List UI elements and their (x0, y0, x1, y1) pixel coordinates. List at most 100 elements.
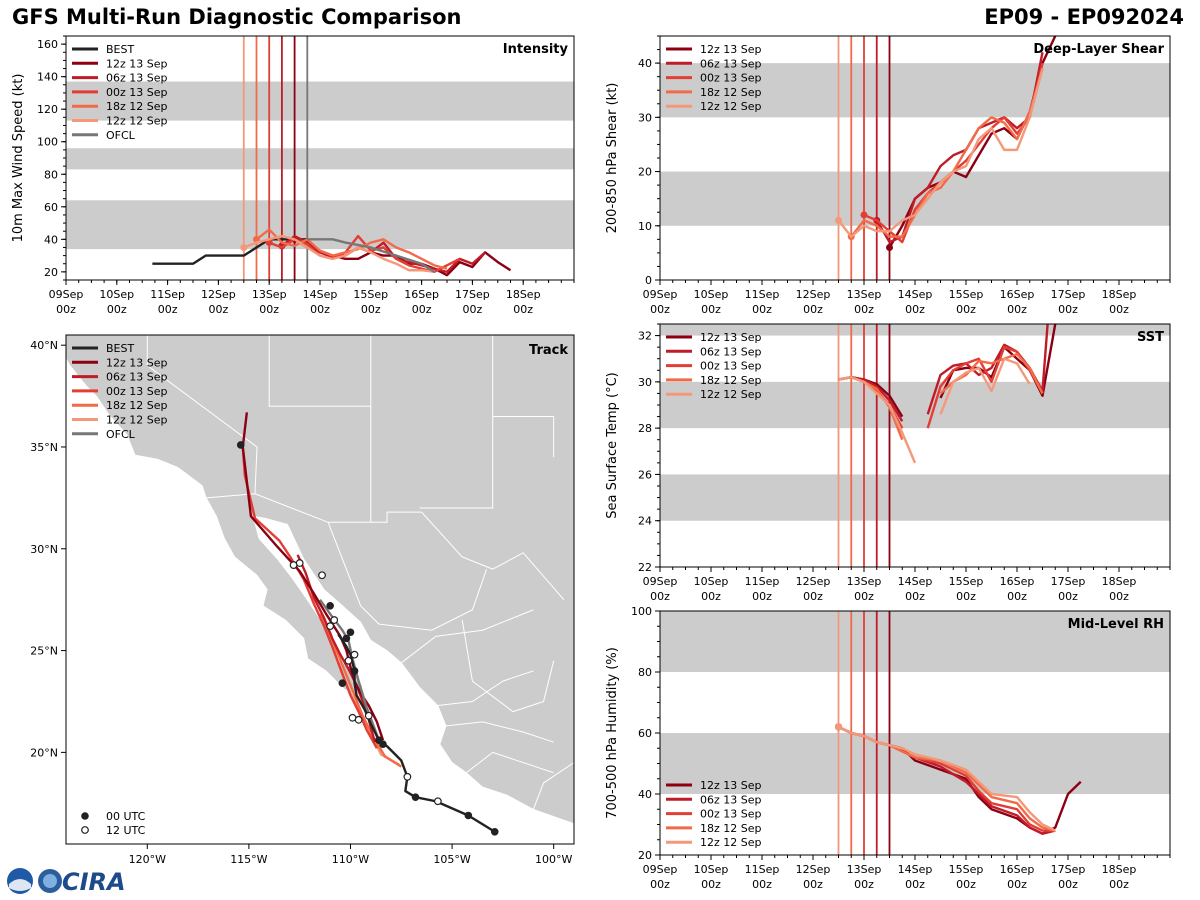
marker-00utc (464, 811, 473, 820)
marker-00utc (490, 827, 499, 836)
x-tick-label-hour: 00z (701, 303, 721, 316)
x-tick-label-day: 13Sep (252, 288, 287, 301)
border-line (378, 568, 488, 631)
border-line (492, 415, 555, 458)
panel-title: Deep-Layer Shear (1033, 42, 1164, 57)
chart-intensity: 20 40 60 80 100 120 140 160 09Sep 00z 10Sep 00z 11Se… (11, 35, 575, 316)
y-tick-label: 35°N (30, 441, 58, 454)
x-tick-label-hour: 00z (905, 878, 925, 891)
legend-marker-00utc (81, 812, 89, 820)
y-axis-label: 700-500 hPa Humidity (%) (605, 647, 620, 819)
y-tick-label: 40 (638, 788, 652, 801)
y-tick-label: 28 (638, 422, 652, 435)
series-line-06z-13-sep (875, 52, 1044, 244)
x-tick-label-day: 13Sep (847, 863, 882, 876)
panel-title: Intensity (503, 42, 569, 57)
series-group (835, 36, 1057, 251)
shaded-band (66, 200, 574, 250)
x-tick-label-day: 11Sep (745, 863, 780, 876)
y-tick-label: 30 (638, 111, 652, 124)
x-tick-label-hour: 00z (107, 303, 127, 316)
x-tick-label-day: 15Sep (949, 288, 984, 301)
y-tick-label: 20 (44, 266, 58, 279)
x-tick-label-day: 14Sep (303, 288, 338, 301)
x-tick-label-day: 13Sep (847, 288, 882, 301)
border-line (400, 609, 534, 664)
page-title: GFS Multi-Run Diagnostic Comparison (12, 5, 462, 29)
x-tick-label-day: 09Sep (643, 575, 678, 588)
shaded-band (660, 733, 1170, 794)
x-tick-label-hour: 00z (803, 303, 823, 316)
x-tick-label-hour: 00z (650, 590, 670, 603)
series-line-12z-12-sep (838, 376, 917, 464)
marker-00utc (236, 441, 245, 449)
marker-12utc (348, 713, 357, 722)
border-line (465, 751, 554, 774)
x-tick-label-day: 10Sep (99, 288, 134, 301)
legend-label: 18z 12 Sep (106, 399, 168, 412)
panel-title: Mid-Level RH (1068, 617, 1164, 632)
map-layer (66, 335, 574, 844)
legend-marker-12utc (81, 826, 89, 834)
x-tick-label-day: 12Sep (796, 575, 831, 588)
series-group (152, 228, 512, 277)
legend-label: 12z 13 Sep (700, 43, 762, 56)
x-tick-label-day: 10Sep (694, 863, 729, 876)
y-tick-label: 25°N (30, 645, 58, 658)
x-tick-label: 110°W (332, 853, 369, 866)
x-tick-label-hour: 00z (752, 590, 772, 603)
series-start-marker (835, 216, 842, 224)
x-tick-label-hour: 00z (905, 590, 925, 603)
x-tick-label-day: 18Sep (1102, 575, 1137, 588)
legend-label: OFCL (106, 428, 136, 441)
legend-label: 00z 13 Sep (700, 72, 762, 85)
y-tick-label: 20°N (30, 746, 58, 759)
series-line-06z-13-sep (281, 234, 486, 274)
x-tick-label-hour: 00z (956, 590, 976, 603)
x-tick-label-hour: 00z (803, 590, 823, 603)
y-tick-label: 30°N (30, 543, 58, 556)
logo-text: CIRA (62, 868, 126, 896)
legend-label: 06z 13 Sep (106, 72, 168, 85)
chart-track: 120°W 115°W 110°W 105°W 100°W 20°N 25°N 30°N 35°… (30, 334, 575, 866)
border-line (532, 762, 574, 810)
x-tick-label: 105°W (433, 853, 470, 866)
y-tick-label: 100 (631, 605, 652, 618)
x-tick-label-day: 18Sep (1102, 863, 1137, 876)
x-tick-label-hour: 00z (1058, 590, 1078, 603)
border-line (437, 670, 534, 707)
x-tick-label-day: 09Sep (643, 863, 678, 876)
cira-logo: CIRA (4, 866, 126, 896)
shaded-band (660, 474, 1170, 521)
x-tick-label-day: 15Sep (949, 863, 984, 876)
series-line-12z-12-sep (939, 357, 1031, 415)
marker-12utc (326, 622, 335, 631)
shaded-band (660, 63, 1170, 118)
y-tick-label: 22 (638, 561, 652, 574)
x-tick-label-hour: 00z (259, 303, 279, 316)
border-line (445, 721, 554, 743)
y-tick-label: 160 (37, 38, 58, 51)
legend-label: 00z 13 Sep (106, 385, 168, 398)
x-tick-label-day: 15Sep (353, 288, 388, 301)
x-tick-label-hour: 00z (310, 303, 330, 316)
legend-label: 12z 12 Sep (106, 414, 168, 427)
y-axis-label: 200-850 hPa Shear (kt) (605, 83, 620, 234)
legend-label: 18z 12 Sep (700, 374, 762, 387)
legend-label: BEST (106, 43, 134, 56)
border-line (419, 335, 494, 509)
x-tick-label-day: 11Sep (745, 288, 780, 301)
x-tick-label-day: 17Sep (1051, 863, 1086, 876)
legend-label: OFCL (106, 129, 136, 142)
x-tick-label-hour: 00z (1109, 590, 1129, 603)
track-line-ofcl (319, 598, 381, 741)
y-tick-label: 24 (638, 515, 652, 528)
legend-label: 06z 13 Sep (700, 345, 762, 358)
chart-sst: 22 24 26 28 30 32 09Sep 00z 10Sep 00z 11Sep 00z 12Se… (605, 323, 1171, 603)
legend-label: 00z 13 Sep (106, 86, 168, 99)
x-tick-label-day: 14Sep (898, 575, 933, 588)
y-tick-label: 40 (638, 57, 652, 70)
marker-12utc (318, 571, 326, 580)
x-tick-label-hour: 00z (209, 303, 229, 316)
x-tick-label-hour: 00z (56, 303, 76, 316)
